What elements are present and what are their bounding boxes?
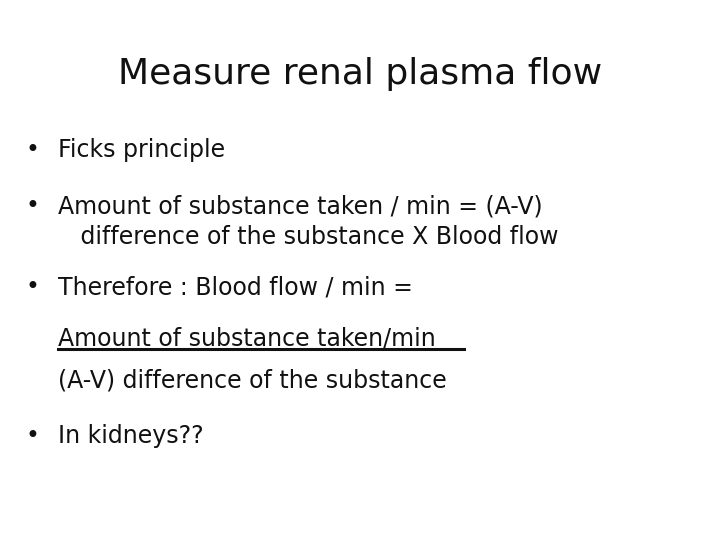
Text: •: • bbox=[25, 194, 39, 218]
Text: Amount of substance taken/min: Amount of substance taken/min bbox=[58, 327, 436, 350]
Text: •: • bbox=[25, 424, 39, 448]
Text: Therefore : Blood flow / min =: Therefore : Blood flow / min = bbox=[58, 275, 413, 299]
Text: Measure renal plasma flow: Measure renal plasma flow bbox=[118, 57, 602, 91]
Text: (A-V) difference of the substance: (A-V) difference of the substance bbox=[58, 368, 446, 392]
Text: •: • bbox=[25, 275, 39, 299]
Text: •: • bbox=[25, 138, 39, 161]
Text: In kidneys??: In kidneys?? bbox=[58, 424, 203, 448]
Text: Amount of substance taken / min = (A-V)
   difference of the substance X Blood f: Amount of substance taken / min = (A-V) … bbox=[58, 194, 558, 249]
Text: Ficks principle: Ficks principle bbox=[58, 138, 225, 161]
